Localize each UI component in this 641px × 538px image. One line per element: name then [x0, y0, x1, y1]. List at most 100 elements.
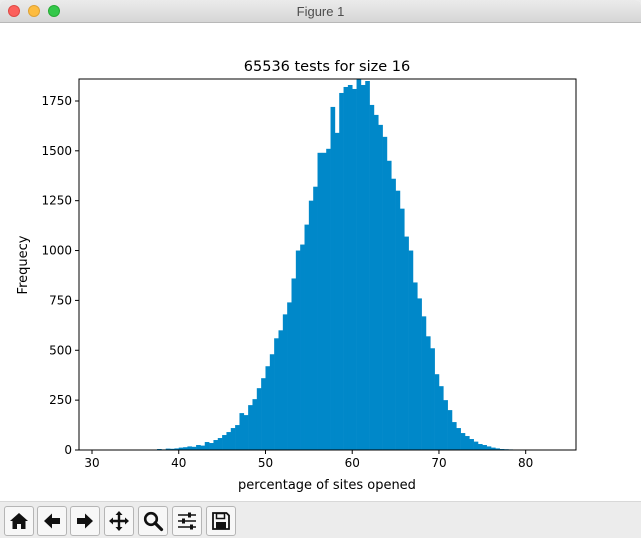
home-icon: [10, 513, 28, 529]
minimize-button[interactable]: [28, 5, 40, 17]
x-tick-label: 30: [84, 456, 99, 470]
histogram-bar: [334, 132, 340, 450]
forward-icon: [77, 513, 93, 529]
histogram-bar: [460, 433, 466, 450]
histogram-bar: [243, 415, 249, 450]
configure-subplots-button[interactable]: [172, 506, 202, 536]
y-tick-label: 1000: [41, 244, 72, 258]
save-icon: [212, 512, 230, 530]
histogram-bar: [451, 422, 457, 450]
axes-frame: [78, 78, 577, 451]
y-tick-label: 1750: [41, 94, 72, 108]
histogram-bar: [486, 446, 492, 450]
histogram-bar: [191, 446, 197, 450]
x-axis-label: percentage of sites opened: [238, 478, 416, 493]
histogram-bar: [330, 106, 336, 450]
histogram-bar: [421, 316, 427, 450]
histogram-bar: [473, 441, 479, 450]
y-tick-label: 1250: [41, 194, 72, 208]
histogram-bar: [217, 438, 223, 450]
histogram-bar: [464, 436, 470, 450]
histogram-bar: [469, 439, 474, 450]
histogram-bar: [313, 186, 318, 451]
x-tick-label: 60: [345, 456, 360, 470]
back-button[interactable]: [37, 506, 67, 536]
histogram-bar: [408, 250, 414, 450]
histogram-bar: [417, 298, 422, 450]
histogram-bar: [482, 445, 487, 450]
histogram-bar: [304, 224, 310, 450]
histogram-bar: [230, 428, 236, 450]
histogram-bar: [456, 428, 461, 450]
histogram-bar: [365, 80, 370, 450]
home-button[interactable]: [4, 506, 34, 536]
histogram-bar: [187, 446, 193, 450]
histogram-bar: [235, 425, 240, 450]
y-tick-label: 0: [64, 443, 72, 457]
zoom-icon: [143, 511, 164, 532]
maximize-button[interactable]: [48, 5, 60, 17]
histogram-bar: [278, 330, 284, 450]
histogram-bar: [269, 354, 275, 450]
histogram-bar: [404, 236, 409, 450]
histogram-bar: [430, 348, 435, 450]
histogram-bar: [386, 160, 392, 450]
x-tick-label: 80: [518, 456, 533, 470]
histogram-bar: [252, 399, 258, 450]
y-tick-label: 500: [49, 343, 72, 357]
histogram-bar: [443, 400, 448, 450]
histogram-bar: [434, 374, 440, 450]
histogram-bar: [356, 79, 362, 450]
histogram-bar: [274, 338, 279, 450]
histogram-bar: [321, 152, 327, 450]
histogram-bar: [347, 84, 353, 450]
histogram-bar: [282, 314, 288, 450]
histogram-bar: [256, 388, 262, 450]
histogram-bar: [209, 443, 214, 450]
y-axis-label: Frequecy: [16, 235, 31, 294]
histogram-bar: [183, 447, 188, 450]
histogram-bar: [204, 442, 210, 450]
histogram-bar: [395, 190, 401, 451]
histogram-bar: [382, 136, 388, 450]
histogram-bar: [226, 432, 232, 450]
title-bar: Figure 1: [0, 0, 641, 23]
histogram-bar: [352, 88, 357, 451]
pan-icon: [109, 511, 129, 531]
histogram-bar: [291, 278, 297, 450]
histogram-bar: [287, 302, 292, 450]
histogram-bar: [295, 250, 301, 450]
y-tick-label: 750: [49, 293, 72, 307]
histogram-bar: [200, 445, 206, 450]
save-button[interactable]: [206, 506, 236, 536]
window-title: Figure 1: [296, 4, 345, 19]
x-tick-label: 50: [258, 456, 273, 470]
histogram-bar: [399, 208, 405, 450]
back-icon: [44, 513, 60, 529]
histogram-bar: [343, 86, 349, 451]
zoom-button[interactable]: [138, 506, 168, 536]
histogram-bar: [213, 440, 219, 450]
histogram-bar: [391, 178, 396, 450]
figure-canvas[interactable]: 65536 tests for size 16 30 40 50 60 70 80 0 25…: [0, 23, 641, 501]
pan-button[interactable]: [104, 506, 134, 536]
histogram-bars: [157, 79, 526, 451]
histogram-bar: [300, 244, 305, 450]
histogram-bar: [261, 378, 266, 450]
x-tick-label: 40: [171, 456, 186, 470]
histogram-bar: [373, 114, 379, 450]
histogram-bar: [165, 448, 171, 450]
histogram-bar: [326, 148, 331, 450]
histogram-bar: [339, 92, 344, 450]
x-axis-ticks: 30 40 50 60 70 80: [84, 450, 533, 470]
histogram-bar: [425, 336, 431, 450]
histogram-bar: [495, 448, 500, 450]
forward-button[interactable]: [70, 506, 100, 536]
histogram-bar: [196, 445, 201, 450]
histogram-bar: [248, 405, 253, 450]
close-button[interactable]: [8, 5, 20, 17]
y-axis-ticks: 0 250 500 750 1000 1250 1500 1750: [41, 94, 79, 457]
y-tick-label: 1500: [41, 144, 72, 158]
histogram-bar: [239, 413, 245, 450]
